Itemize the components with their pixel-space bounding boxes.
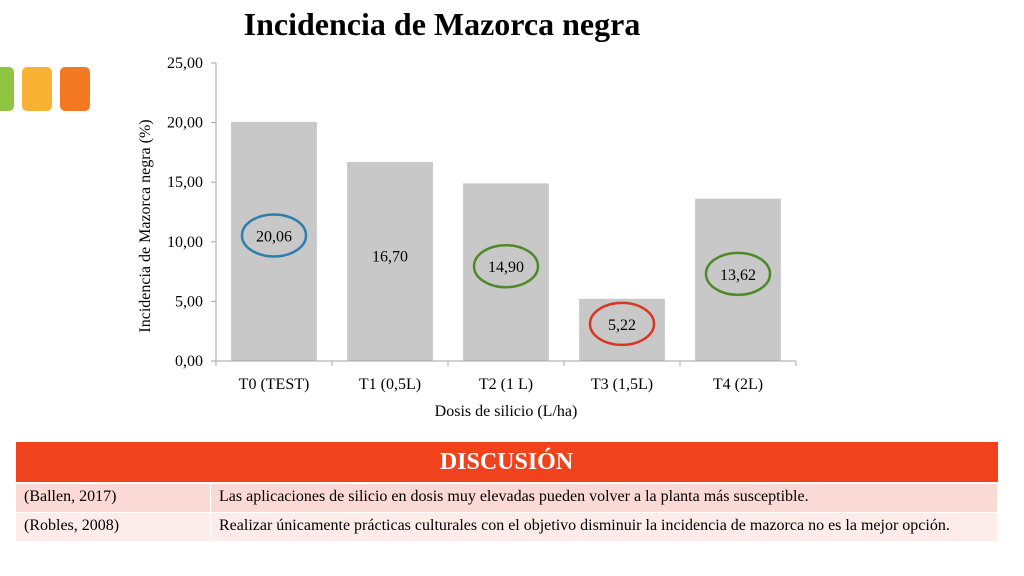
label-highlight-circle: [588, 301, 656, 347]
y-tick-label: 0,00: [175, 353, 203, 370]
discussion-table: DISCUSIÓN (Ballen, 2017) Las aplicacione…: [15, 442, 998, 542]
data-label: 14,90: [488, 259, 524, 276]
y-tick-label: 25,00: [167, 55, 203, 72]
x-tick-label: T1 (0,5L): [359, 376, 421, 393]
row-source: (Ballen, 2017): [15, 482, 211, 513]
decor-block-orange: [60, 67, 90, 111]
chart-title: Incidencia de Mazorca negra: [243, 6, 641, 42]
bar: [231, 121, 317, 362]
discussion-header: DISCUSIÓN: [15, 442, 998, 484]
row-text: Las aplicaciones de silicio en dosis muy…: [210, 482, 998, 513]
table-row: (Ballen, 2017) Las aplicaciones de silic…: [15, 482, 998, 513]
x-tick-label: T2 (1 L): [479, 376, 533, 393]
row-source: (Robles, 2008): [15, 512, 211, 542]
label-highlight-circle: [472, 243, 540, 289]
x-tick-label: T3 (1,5L): [591, 376, 653, 393]
x-tick-label: T0 (TEST): [239, 376, 310, 393]
label-highlight-circle: [704, 251, 772, 297]
y-tick-label: 15,00: [167, 174, 203, 191]
data-label: 16,70: [372, 248, 408, 265]
x-axis-title: Dosis de silicio (L/ha): [435, 403, 578, 420]
bar: [579, 298, 665, 361]
y-tick-label: 5,00: [175, 293, 203, 310]
row-text: Realizar únicamente prácticas culturales…: [210, 512, 998, 542]
bar: [463, 183, 549, 361]
data-label: 20,06: [256, 228, 292, 245]
y-tick-label: 20,00: [167, 115, 203, 132]
label-highlight-circle: [240, 213, 308, 258]
y-axis-title: Incidencia de Mazorca negra (%): [137, 119, 154, 332]
y-tick-label: 10,00: [167, 234, 203, 251]
x-tick-label: T4 (2L): [713, 376, 763, 393]
bar: [695, 198, 781, 361]
data-label: 13,62: [720, 267, 756, 284]
decor-block-yellow: [22, 67, 52, 111]
data-label: 5,22: [608, 317, 636, 334]
decor-block-green: [0, 67, 14, 111]
bar: [347, 161, 433, 361]
table-row: (Robles, 2008) Realizar únicamente práct…: [15, 512, 998, 542]
bar-chart: 0,00 5,00 10,00 15,00 20,00 25,00 T0 (TEST) T1 …: [137, 55, 797, 420]
